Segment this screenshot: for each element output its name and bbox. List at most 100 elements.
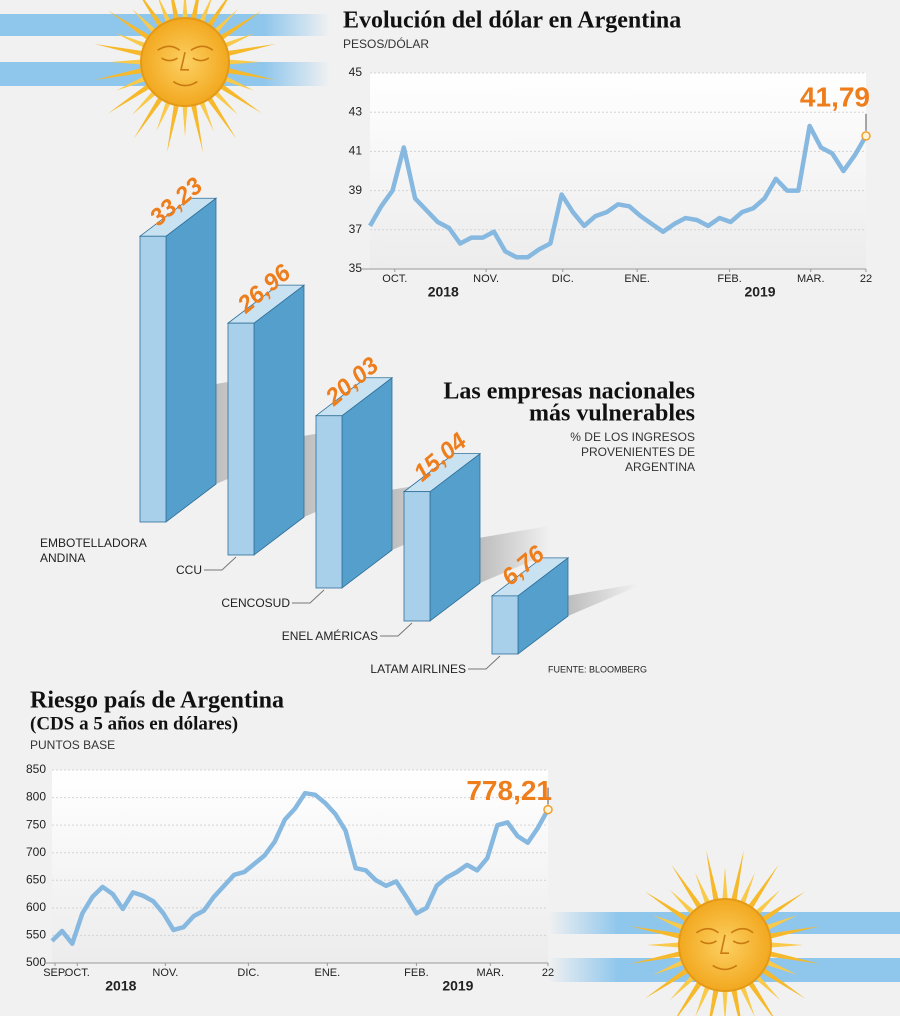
sun-ray [94, 66, 147, 81]
category-label: EMBOTELLADORA ANDINA [40, 536, 147, 565]
sun-ray [706, 850, 720, 906]
y-tick-label: 43 [349, 104, 363, 118]
sun-ray [115, 33, 150, 50]
chart-subtitle: PROVENIENTES DE [581, 445, 695, 459]
sun-ray [133, 93, 166, 139]
y-tick-label: 41 [349, 144, 363, 158]
sun-ray [738, 982, 755, 1016]
category-label: CCU [176, 563, 202, 577]
sun-ray [158, 0, 173, 27]
sun-ray [216, 81, 262, 114]
sun-ray [630, 950, 686, 964]
sun-ray [752, 889, 781, 918]
y-tick-label: 39 [349, 183, 363, 197]
x-tick-label: OCT. [382, 273, 407, 285]
sun-ray [644, 965, 693, 999]
sun-ray [745, 977, 774, 1016]
sun-ray [197, 97, 214, 132]
chart-title: Las empresas nacionales [443, 379, 695, 405]
bar-side [165, 197, 217, 523]
sun-ray [224, 59, 260, 65]
sun-ray [220, 74, 255, 91]
y-tick-label: 700 [26, 845, 46, 859]
x-tick-label: SEP. [43, 967, 67, 979]
x-tick-label: DIC. [552, 273, 574, 285]
y-tick-label: 650 [26, 872, 46, 886]
chart-title: Riesgo país de Argentina [30, 688, 284, 714]
sun-ray [745, 864, 779, 913]
sun-ray [752, 972, 781, 1001]
sun-ray [669, 889, 698, 918]
bar-shadow [480, 525, 550, 583]
chart-subtitle: PESOS/DÓLAR [343, 36, 429, 51]
sun-ray [216, 10, 262, 43]
sun-ray [722, 986, 728, 1016]
sun-ray [671, 864, 705, 913]
x-tick-label: ENE. [314, 967, 340, 979]
chart-subtitle: (CDS a 5 años en dólares) [30, 713, 238, 734]
y-tick-label: 45 [349, 65, 363, 79]
category-label: LATAM AIRLINES [370, 662, 466, 676]
sun-ray [652, 958, 688, 975]
bar-shadow [568, 583, 638, 616]
sun-ray [730, 850, 744, 906]
sun-ray [646, 942, 684, 948]
line [368, 123, 868, 260]
x-tick-label: OCT. [65, 967, 90, 979]
plot-area [370, 73, 866, 269]
sun-ray [108, 10, 154, 43]
x-tick-label: NOV. [473, 273, 499, 285]
sun-face [678, 898, 772, 992]
y-tick-label: 850 [26, 762, 46, 776]
y-tick-label: 600 [26, 900, 46, 914]
sun-ray [110, 59, 146, 65]
chart-title: Evolución del dólar en Argentina [343, 8, 681, 34]
sun-ray [182, 0, 188, 23]
sun-ray [156, 97, 173, 132]
sun-ray [695, 982, 712, 1016]
end-marker [861, 131, 871, 141]
sun-ray [108, 81, 154, 114]
annotation: 778,21 [466, 775, 552, 806]
y-tick-label: 35 [349, 261, 363, 275]
sun-ray [210, 9, 238, 37]
sun-ray [115, 74, 150, 91]
annotation: 41,79 [800, 81, 870, 112]
bar-side [253, 284, 305, 556]
sun-ray [132, 87, 160, 115]
sun-ray [764, 926, 820, 940]
sun-ray [730, 984, 741, 1016]
line [50, 790, 550, 946]
chart-subtitle: ARGENTINA [625, 460, 695, 474]
year-label: 2018 [105, 978, 136, 994]
sun-ray [676, 977, 705, 1016]
leader-line [292, 589, 325, 604]
sun-ray [223, 43, 276, 58]
source: FUENTE: BLOOMBERG [548, 664, 647, 674]
sun-ray [132, 9, 160, 37]
sun-features [695, 927, 754, 971]
sun-ray [210, 87, 238, 115]
sun-ray [695, 872, 712, 908]
category-label: ENEL AMÉRICAS [281, 629, 378, 643]
sun-face [140, 17, 230, 107]
sun-ray [757, 965, 806, 999]
y-tick-label: 550 [26, 928, 46, 942]
sun-ray [223, 66, 276, 81]
y-tick-label: 750 [26, 817, 46, 831]
y-tick-label: 500 [26, 955, 46, 969]
sun-ray [757, 891, 806, 925]
x-tick-label: MAR. [797, 273, 825, 285]
sun-ray [189, 100, 204, 153]
x-tick-label: MAR. [477, 967, 505, 979]
bar-front [227, 322, 255, 556]
leader-line [380, 622, 413, 637]
sun-ray [644, 891, 693, 925]
x-tick-label: DIC. [237, 967, 259, 979]
sun-ray [94, 43, 147, 58]
sun-ray [204, 0, 228, 31]
leader-line [204, 556, 237, 571]
sun-ray [764, 950, 820, 964]
